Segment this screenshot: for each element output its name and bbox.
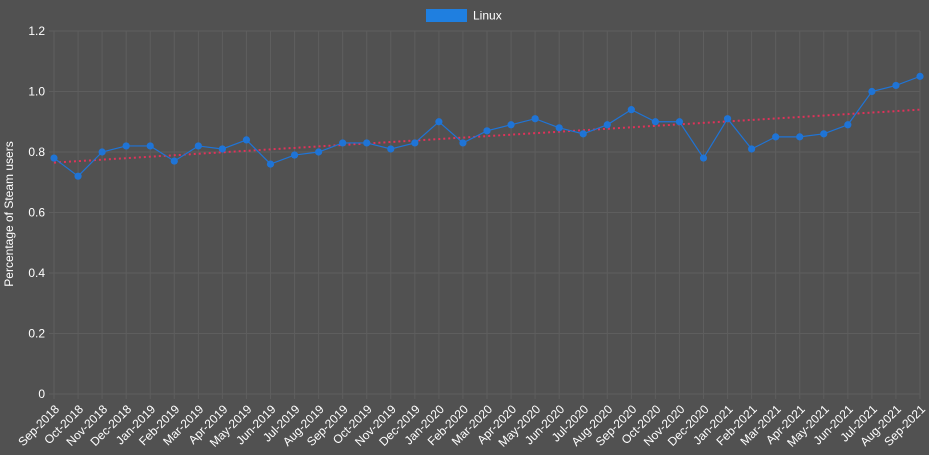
data-point[interactable] (218, 145, 226, 153)
data-point[interactable] (194, 142, 202, 150)
data-point[interactable] (50, 154, 58, 162)
data-point[interactable] (122, 142, 130, 150)
data-point[interactable] (820, 130, 828, 138)
data-point[interactable] (146, 142, 154, 150)
y-tick-label: 0.6 (28, 206, 45, 220)
data-point[interactable] (868, 87, 876, 96)
data-point[interactable] (170, 157, 178, 165)
data-point[interactable] (916, 72, 924, 80)
data-point[interactable] (723, 115, 732, 123)
data-point[interactable] (315, 148, 323, 156)
data-point[interactable] (363, 139, 371, 147)
y-tick-label: 1.0 (28, 85, 45, 99)
data-point[interactable] (339, 139, 347, 147)
data-point[interactable] (483, 127, 491, 135)
data-point[interactable] (748, 145, 756, 153)
data-point[interactable] (892, 81, 900, 90)
legend-label[interactable]: Linux (473, 9, 502, 23)
y-tick-label: 0 (38, 387, 45, 401)
data-point[interactable] (98, 148, 106, 156)
series-layer (50, 72, 924, 180)
data-point[interactable] (387, 145, 395, 153)
data-point[interactable] (579, 130, 587, 138)
data-point[interactable] (675, 118, 684, 126)
data-point[interactable] (627, 106, 635, 114)
data-point[interactable] (531, 115, 539, 123)
legend[interactable]: Linux (426, 9, 502, 23)
data-point[interactable] (411, 139, 419, 147)
y-tick-label: 0.4 (28, 266, 45, 280)
y-tick-label: 1.2 (28, 24, 45, 38)
data-point[interactable] (290, 151, 299, 159)
data-point[interactable] (603, 121, 611, 129)
y-axis-label: Percentage of Steam users (2, 141, 16, 286)
y-tick-label: 0.8 (28, 145, 45, 159)
y-tick-label: 0.2 (28, 327, 45, 341)
data-point[interactable] (699, 154, 708, 162)
grid (49, 30, 921, 399)
data-point[interactable] (507, 121, 515, 129)
data-point[interactable] (772, 133, 780, 141)
y-axis-ticks: 0 0.2 0.4 0.6 0.8 1.0 1.2 (28, 24, 45, 401)
legend-swatch[interactable] (426, 9, 467, 22)
data-point[interactable] (651, 118, 659, 126)
x-axis-ticks: Sep-2018Oct-2018Nov-2018Dec-2018Jan-2019… (15, 402, 928, 450)
data-point[interactable] (555, 124, 563, 132)
data-point[interactable] (74, 172, 82, 180)
data-point[interactable] (796, 133, 804, 141)
data-point[interactable] (266, 160, 275, 168)
data-point[interactable] (435, 118, 443, 126)
data-point[interactable] (459, 139, 467, 147)
data-point[interactable] (844, 121, 852, 129)
data-point[interactable] (242, 136, 251, 144)
